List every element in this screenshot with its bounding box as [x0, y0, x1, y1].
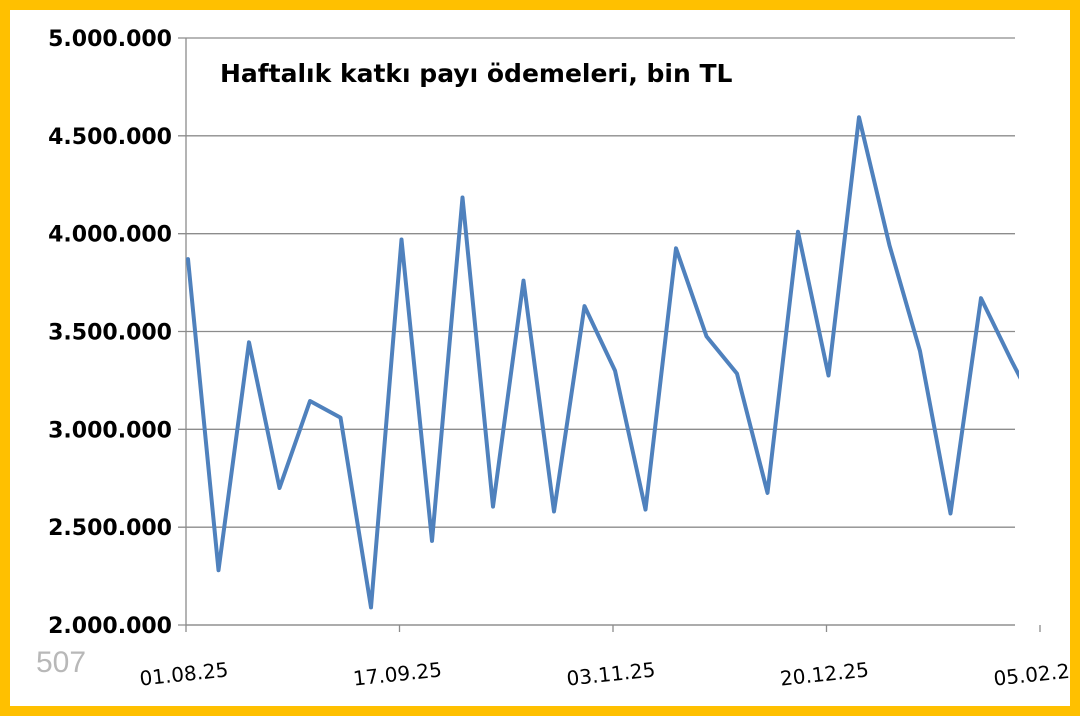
series-line — [186, 115, 1019, 610]
x-tick-label: 17.09.25 — [352, 657, 443, 690]
line-chart: 2.000.000 2.500.000 3.000.000 3.500.000 4.00… — [36, 27, 1070, 691]
gridlines — [178, 37, 1015, 626]
axes — [185, 38, 1041, 632]
x-tick-labels: 01.08.25 17.09.25 03.11.25 20.12.25 05.02.26 — [138, 657, 1070, 690]
x-tick-label: 05.02.26 — [992, 657, 1070, 690]
chart-frame: 2.000.000 2.500.000 3.000.000 3.500.000 4.00… — [10, 10, 1070, 706]
series-layer — [186, 115, 1019, 610]
y-tick-label: 3.500.000 — [48, 321, 172, 346]
y-tick-label: 2.000.000 — [48, 614, 172, 639]
y-tick-label: 4.000.000 — [48, 223, 172, 248]
y-tick-label: 3.000.000 — [48, 418, 172, 443]
y-tick-label: 2.500.000 — [48, 516, 172, 541]
y-tick-labels: 2.000.000 2.500.000 3.000.000 3.500.000 4.00… — [48, 27, 172, 639]
page-number: 507 — [36, 646, 86, 679]
x-tick-label: 01.08.25 — [138, 657, 229, 690]
x-tick-label: 03.11.25 — [565, 657, 656, 690]
y-tick-label: 4.500.000 — [48, 125, 172, 150]
chart-title: Haftalık katkı payı ödemeleri, bin TL — [220, 59, 733, 88]
x-tick-label: 20.12.25 — [779, 657, 870, 690]
y-tick-label: 5.000.000 — [48, 27, 172, 52]
